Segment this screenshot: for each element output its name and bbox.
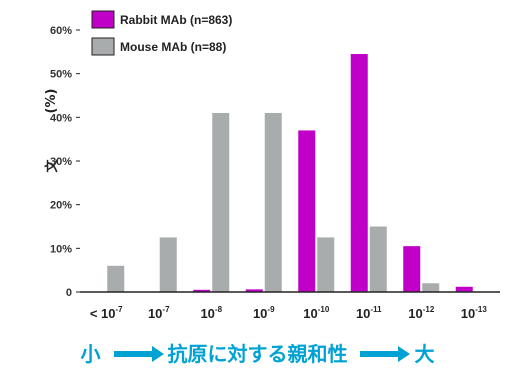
bar-rabbit-3 — [245, 289, 263, 292]
bar-mouse-5 — [369, 226, 387, 292]
caption-middle: 抗原に対する親和性 — [167, 342, 348, 366]
x-tick-exponent: -10 — [318, 305, 330, 314]
x-tick-exponent: -8 — [215, 305, 223, 314]
bar-mouse-4 — [317, 237, 335, 292]
x-tick-base: 10 — [200, 306, 214, 321]
y-axis-ticks: 0 10% 20% 30% 40% 50% 60% — [50, 25, 80, 299]
x-tick-exponent: -12 — [423, 305, 435, 314]
bar-rabbit-4 — [298, 130, 316, 292]
x-tick-label: 10-8 — [200, 305, 222, 321]
x-tick-exponent: -7 — [162, 305, 170, 314]
arrow-right-icon — [360, 345, 411, 362]
affinity-caption: 小 抗原に対する親和性 大 — [0, 338, 515, 367]
x-tick-label: < 10-7 — [90, 305, 123, 321]
legend-swatch-mouse — [91, 37, 115, 56]
bar-mouse-0 — [107, 265, 125, 292]
y-tick-label: 20% — [50, 200, 72, 212]
bars — [107, 54, 473, 293]
legend-label-rabbit: Rabbit MAb (n=863) — [120, 13, 232, 27]
y-tick-label: 60% — [50, 25, 72, 37]
caption-low: 小 — [80, 342, 101, 366]
x-tick-label: 10-11 — [356, 305, 382, 321]
legend-swatch-rabbit — [91, 10, 115, 29]
x-tick-base: 10 — [408, 306, 422, 321]
x-axis-ticks: < 10-7 10-7 10-8 10-9 10-10 10-11 10-12 10-13 — [90, 305, 487, 321]
x-tick-base: < 10 — [90, 306, 116, 321]
bar-rabbit-7 — [455, 286, 473, 292]
arrow-right-icon — [113, 345, 164, 362]
x-tick-base: 10 — [461, 306, 475, 321]
bar-mouse-2 — [212, 112, 230, 292]
bar-rabbit-2 — [193, 289, 211, 292]
bar-rabbit-6 — [403, 246, 421, 292]
affinity-bar-chart: Rabbit MAb (n=863) Mouse MAb (n=88) 文 (%… — [44, 10, 500, 321]
y-axis-label-percent: (%) — [44, 89, 59, 114]
caption-high: 大 — [414, 342, 435, 366]
x-tick-base: 10 — [253, 306, 267, 321]
legend: Rabbit MAb (n=863) Mouse MAb (n=88) — [91, 10, 232, 56]
x-tick-exponent: -11 — [370, 305, 382, 314]
x-tick-base: 10 — [356, 306, 370, 321]
y-tick-label: 40% — [50, 112, 72, 124]
y-axis-label: 文 (%) — [44, 89, 60, 173]
x-tick-base: 10 — [148, 306, 162, 321]
bar-mouse-3 — [264, 112, 282, 292]
y-tick-label: 0 — [66, 287, 72, 299]
x-tick-label: 10-10 — [303, 305, 330, 321]
x-tick-exponent: -7 — [116, 305, 124, 314]
x-tick-exponent: -9 — [267, 305, 275, 314]
y-tick-label: 10% — [50, 243, 72, 255]
x-tick-label: 10-13 — [461, 305, 488, 321]
x-tick-label: 10-12 — [408, 305, 435, 321]
x-tick-label: 10-9 — [253, 305, 275, 321]
x-tick-label: 10-7 — [148, 305, 170, 321]
x-tick-exponent: -13 — [475, 305, 487, 314]
legend-label-mouse: Mouse MAb (n=88) — [120, 40, 226, 54]
x-tick-base: 10 — [303, 306, 317, 321]
bar-mouse-1 — [159, 237, 177, 292]
bar-mouse-6 — [422, 283, 440, 292]
y-tick-label: 50% — [50, 69, 72, 81]
y-axis-label-char: 文 — [44, 159, 60, 173]
bar-rabbit-5 — [350, 54, 368, 293]
y-tick-label: 30% — [50, 156, 72, 168]
